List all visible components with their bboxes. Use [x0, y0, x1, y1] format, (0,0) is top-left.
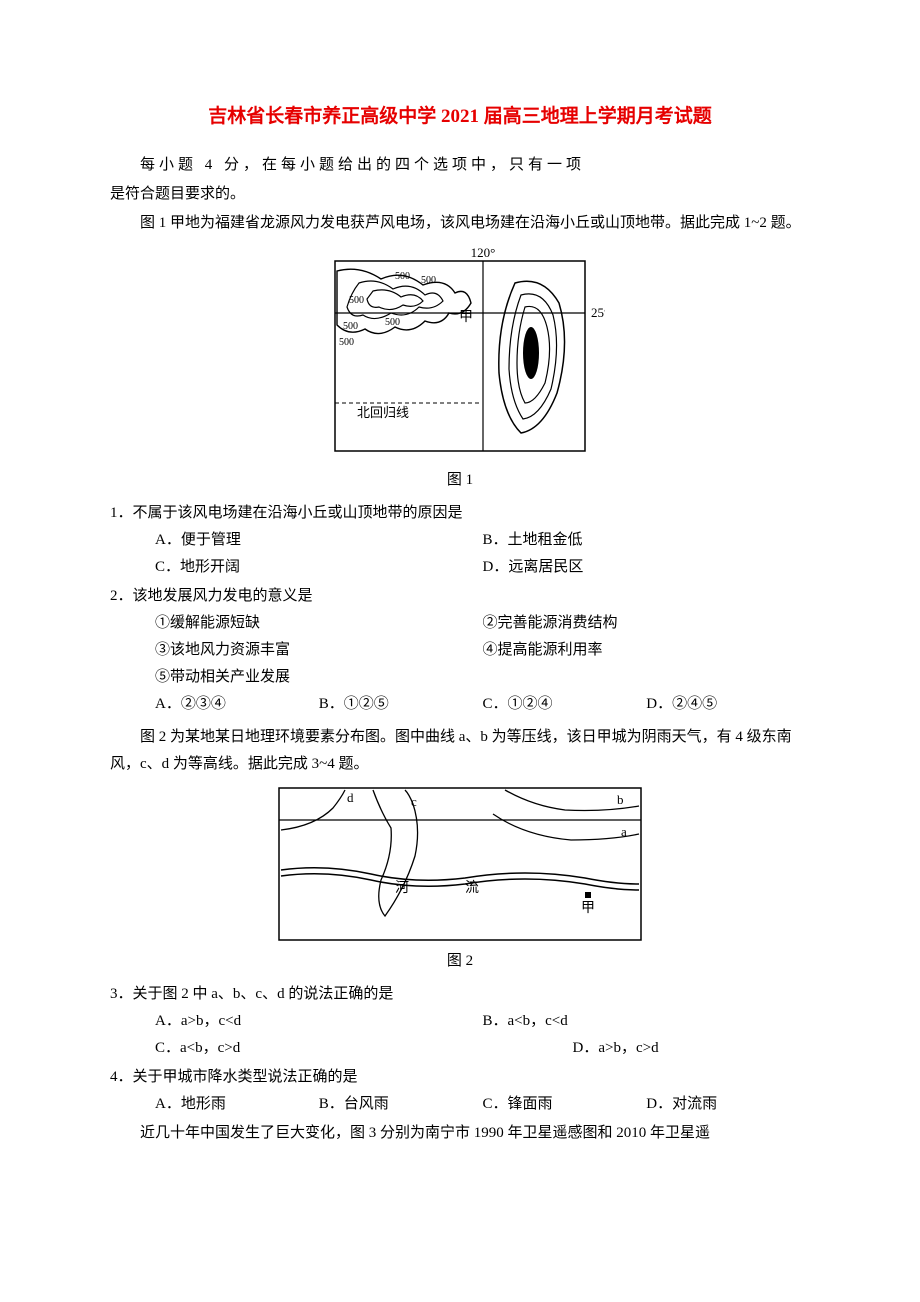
- q2-item-1: ①缓解能源短缺: [155, 610, 483, 637]
- instruction-line-1: 每小题 4 分，在每小题给出的四个选项中，只有一项: [110, 152, 810, 179]
- fig1-lon-label: 120°: [471, 245, 496, 260]
- passage-2: 图 2 为某地某日地理环境要素分布图。图中曲线 a、b 为等压线，该日甲城为阴雨…: [110, 724, 810, 778]
- q2-item-2: ②完善能源消费结构: [483, 610, 811, 637]
- fig1-contour-5: 500: [339, 337, 354, 348]
- q3-opt-d: D．a>b，c>d: [483, 1035, 811, 1062]
- passage-1: 图 1 甲地为福建省龙源风力发电获芦风电场，该风电场建在沿海小丘或山顶地带。据此…: [110, 210, 810, 237]
- question-2-stem: 2．该地发展风力发电的意义是: [110, 583, 810, 610]
- fig1-lat-label: 25°: [591, 305, 605, 320]
- q1-opt-c: C．地形开阔: [155, 554, 483, 581]
- figure-2-svg: 40° b a d c 河 流 甲: [275, 784, 645, 944]
- question-1-options: A．便于管理 B．土地租金低 C．地形开阔 D．远离居民区: [110, 527, 810, 581]
- fig2-d-label: d: [347, 790, 354, 805]
- q1-opt-b: B．土地租金低: [483, 527, 811, 554]
- fig1-contour-1: 500: [421, 275, 436, 286]
- q2-opt-d: D．②④⑤: [646, 691, 810, 718]
- q4-opt-b: B．台风雨: [319, 1091, 483, 1118]
- q4-opt-d: D．对流雨: [646, 1091, 810, 1118]
- fig2-a-label: a: [621, 824, 627, 839]
- page-title: 吉林省长春市养正高级中学 2021 届高三地理上学期月考试题: [110, 100, 810, 134]
- fig1-jia-label: 甲: [459, 310, 473, 325]
- question-4-options: A．地形雨 B．台风雨 C．锋面雨 D．对流雨: [110, 1091, 810, 1118]
- fig1-contour-3: 500: [385, 317, 400, 328]
- fig2-b-label: b: [617, 792, 624, 807]
- question-1-stem: 1．不属于该风电场建在沿海小丘或山顶地带的原因是: [110, 500, 810, 527]
- fig2-jia-label: 甲: [581, 901, 595, 916]
- instruction-line-2: 是符合题目要求的。: [110, 181, 810, 208]
- q2-item-3: ③该地风力资源丰富: [155, 637, 483, 664]
- q3-opt-a: A．a>b，c<d: [155, 1008, 483, 1035]
- fig1-tropic-label: 北回归线: [357, 405, 409, 420]
- fig2-liu-label: 流: [465, 880, 479, 896]
- question-2-options: A．②③④ B．①②⑤ C．①②④ D．②④⑤: [110, 691, 810, 718]
- question-3-stem: 3．关于图 2 中 a、b、c、d 的说法正确的是: [110, 981, 810, 1008]
- fig2-river-label: 河: [395, 880, 409, 896]
- q2-opt-a: A．②③④: [155, 691, 319, 718]
- q2-item-4: ④提高能源利用率: [483, 637, 811, 664]
- q1-opt-a: A．便于管理: [155, 527, 483, 554]
- figure-1-caption: 图 1: [110, 467, 810, 494]
- q1-opt-d: D．远离居民区: [483, 554, 811, 581]
- fig1-contour-2: 500: [349, 295, 364, 306]
- question-4-stem: 4．关于甲城市降水类型说法正确的是: [110, 1064, 810, 1091]
- passage-3: 近几十年中国发生了巨大变化，图 3 分别为南宁市 1990 年卫星遥感图和 20…: [110, 1120, 810, 1147]
- q4-opt-a: A．地形雨: [155, 1091, 319, 1118]
- figure-1-svg: 120° 25° 北回归线 500 500 500 500 500 500 甲: [315, 243, 605, 463]
- question-3-options: A．a>b，c<d B．a<b，c<d C．a<b，c>d D．a>b，c>d: [110, 1008, 810, 1062]
- q3-opt-b: B．a<b，c<d: [483, 1008, 811, 1035]
- q3-opt-c: C．a<b，c>d: [155, 1035, 483, 1062]
- q2-opt-c: C．①②④: [483, 691, 647, 718]
- figure-2-caption: 图 2: [110, 948, 810, 975]
- figure-1: 120° 25° 北回归线 500 500 500 500 500 500 甲: [110, 243, 810, 463]
- question-2-items: ①缓解能源短缺 ②完善能源消费结构 ③该地风力资源丰富 ④提高能源利用率: [110, 610, 810, 664]
- fig1-contour-4: 500: [343, 321, 358, 332]
- q2-opt-b: B．①②⑤: [319, 691, 483, 718]
- fig1-contour-0: 500: [395, 271, 410, 282]
- figure-2: 40° b a d c 河 流 甲: [110, 784, 810, 944]
- q4-opt-c: C．锋面雨: [483, 1091, 647, 1118]
- q2-item-5: ⑤带动相关产业发展: [110, 664, 810, 691]
- fig2-c-label: c: [411, 794, 417, 809]
